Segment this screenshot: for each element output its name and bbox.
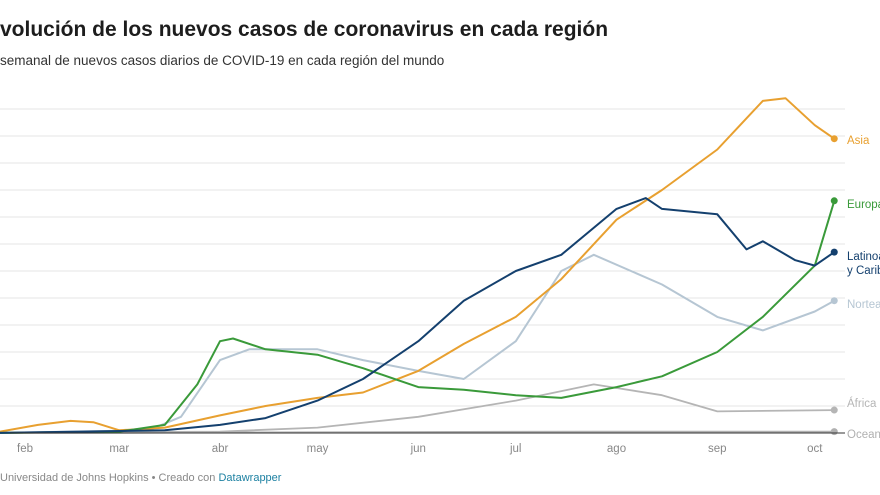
x-tick-label: jun xyxy=(410,443,426,455)
series-end-dot xyxy=(830,248,838,256)
x-tick-label: may xyxy=(307,443,329,455)
x-tick-label: oct xyxy=(807,443,823,455)
series-label: Nortea xyxy=(847,299,880,311)
series-label: Latinoa xyxy=(847,251,880,263)
series-line xyxy=(0,200,836,434)
series-line xyxy=(0,253,835,434)
series-line xyxy=(0,383,835,434)
series-end-dot xyxy=(830,406,838,414)
chart-subtitle: semanal de nuevos casos diarios de COVID… xyxy=(0,53,445,68)
x-tick-label: feb xyxy=(17,443,33,455)
x-tick-label: abr xyxy=(212,443,229,455)
source-text: Universidad de Johns Hopkins • Creado co… xyxy=(0,472,219,484)
x-tick-label: ago xyxy=(607,443,626,455)
series-label: y Carib xyxy=(847,265,880,277)
series-end-dot xyxy=(830,297,838,305)
series-label: Asia xyxy=(847,135,870,147)
x-tick-label: sep xyxy=(708,443,727,455)
x-tick-label: jul xyxy=(509,443,522,455)
series-end-dot xyxy=(830,428,838,436)
footer-source: Universidad de Johns Hopkins • Creado co… xyxy=(0,472,281,484)
series-label: Oceani xyxy=(847,429,880,441)
series-line xyxy=(0,97,835,433)
series-end-dot xyxy=(830,135,838,143)
series-label: África xyxy=(847,397,877,410)
series-end-dot xyxy=(830,197,838,205)
datawrapper-link[interactable]: Datawrapper xyxy=(218,472,282,484)
series-label: Europa xyxy=(847,199,880,211)
x-tick-label: mar xyxy=(109,443,129,455)
chart-title: volución de los nuevos casos de coronavi… xyxy=(0,18,609,41)
series-line xyxy=(0,197,835,434)
